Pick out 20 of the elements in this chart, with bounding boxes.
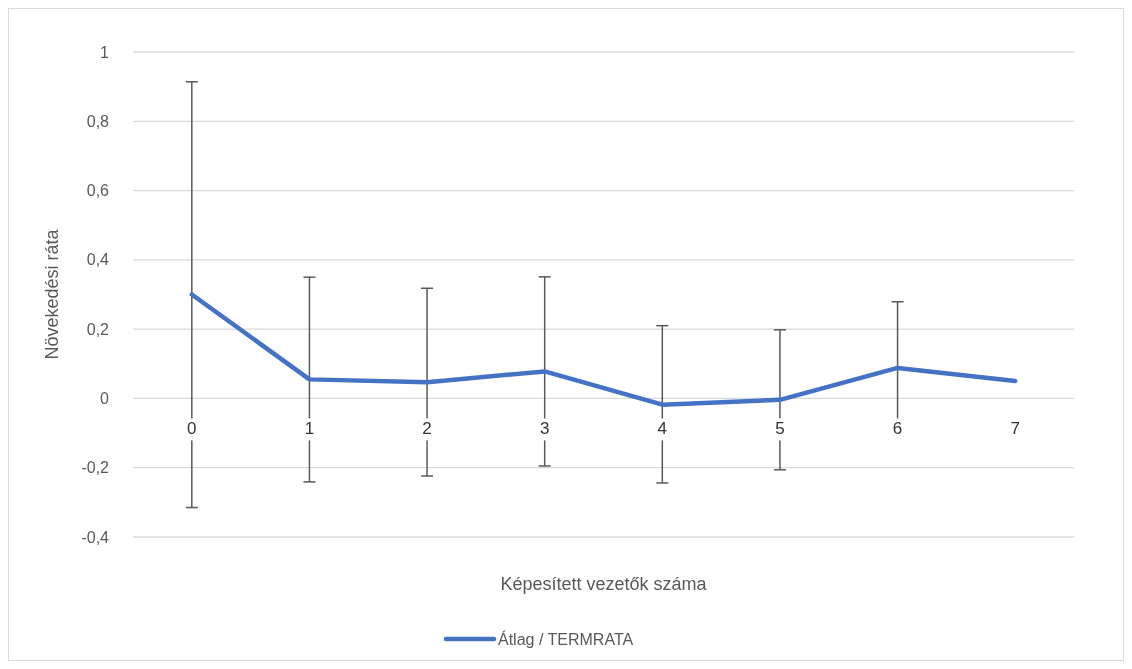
y-tick-label: 0,4 bbox=[86, 251, 110, 269]
y-tick-label: -0,4 bbox=[81, 528, 110, 546]
x-tick-label: 4 bbox=[657, 419, 668, 439]
x-tick-label: 0 bbox=[187, 419, 197, 439]
y-tick-label: 1 bbox=[100, 43, 110, 61]
y-tick-label: 0,6 bbox=[86, 182, 110, 200]
line-series bbox=[189, 292, 1018, 407]
x-tick-label: 2 bbox=[422, 419, 432, 439]
x-tick-label: 3 bbox=[539, 419, 550, 439]
y-tick-label: 0,2 bbox=[86, 320, 110, 338]
y-axis-title: Növekedési ráta bbox=[42, 228, 62, 360]
x-axis-title: Képesített vezetők száma bbox=[500, 574, 708, 594]
x-tick-label: 5 bbox=[775, 419, 785, 439]
y-tick-label: 0 bbox=[100, 390, 110, 408]
x-tick-label: 6 bbox=[892, 419, 903, 439]
y-tick-label: 0,8 bbox=[86, 112, 110, 130]
legend-label: Átlag / TERMRATA bbox=[498, 629, 634, 648]
x-tick-label: 7 bbox=[1010, 419, 1020, 439]
x-tick-label: 1 bbox=[304, 419, 315, 439]
y-tick-label: -0,2 bbox=[81, 459, 110, 477]
